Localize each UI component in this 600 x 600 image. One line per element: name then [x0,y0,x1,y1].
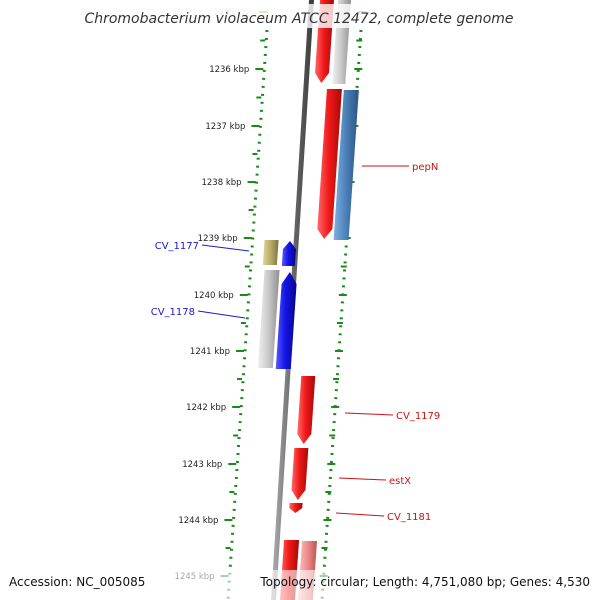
gene-label-leader [344,412,394,416]
gene-feature-red-cv1179 [297,376,316,444]
page-title: Chromobacterium violaceum ATCC 12472, co… [84,11,513,27]
gene-feature-red-pepn [317,89,342,239]
kbp-tick-label: 1241 kbp [190,347,230,357]
accession-text: Accession: NC_005085 [9,575,145,589]
gene-label[interactable]: estX [389,476,411,487]
title-backdrop [80,4,520,28]
gene-label[interactable]: CV_1179 [396,411,440,422]
kbp-tick-label: 1242 kbp [186,403,226,413]
gene-label[interactable]: pepN [412,162,438,173]
kbp-tick-label: 1244 kbp [178,516,218,526]
gene-feature-blue-cv1178 [275,272,297,369]
kbp-tick-label: 1236 kbp [209,65,249,75]
footer-backdrop [0,570,600,600]
gene-feature-steel [333,90,359,240]
gene-features [257,0,359,600]
kbp-tick-label: 1237 kbp [205,122,245,132]
kbp-tick-label: 1238 kbp [201,178,241,188]
kbp-tick-label: 1240 kbp [194,291,234,301]
gene-label-leader [335,512,385,517]
gene-label-leader [197,310,246,319]
gene-feature-red-estx [291,448,309,500]
gene-label-leader [338,477,387,481]
gene-feature-olive [262,240,279,265]
gene-feature-blue-cv1177 [281,241,296,266]
inner-tick-arc [226,29,269,600]
summary-text: Topology: circular; Length: 4,751,080 bp… [259,575,590,589]
gene-label[interactable]: CV_1181 [387,512,431,523]
gene-label-leader [201,244,250,252]
kbp-tick-label: 1239 kbp [198,234,238,244]
gene-feature-red-cv1181 [289,503,303,513]
gene-label[interactable]: CV_1177 [155,241,199,252]
kbp-tick-label: 1243 kbp [182,460,222,470]
gene-labels: pepN CV_1177 CV_1178 CV_1179 estX CV_1181 [151,162,441,523]
gene-feature-gray [257,270,280,368]
gene-label[interactable]: CV_1178 [151,307,195,318]
